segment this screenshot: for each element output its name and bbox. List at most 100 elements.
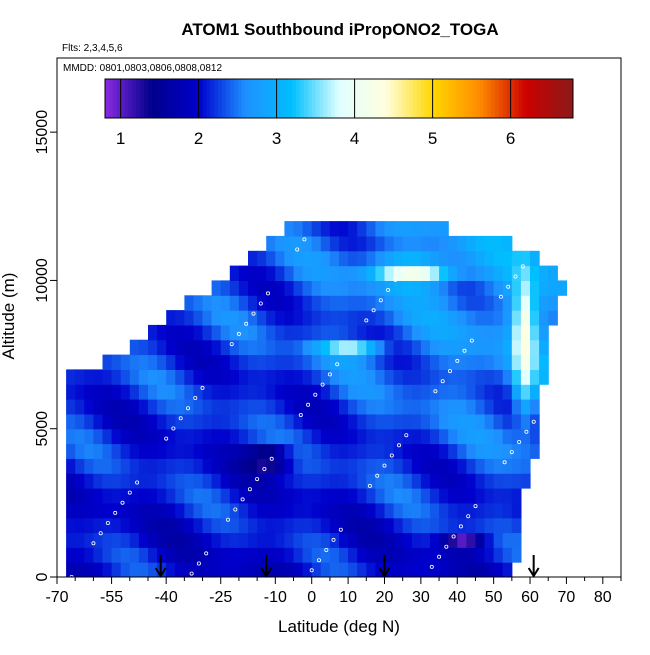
colorbar-tick-label: 1	[116, 129, 125, 148]
heatmap-cell	[138, 369, 149, 385]
y-tick-label: 10000	[34, 258, 51, 303]
heatmap-cell	[384, 443, 395, 459]
heatmap-cell	[484, 502, 495, 519]
heatmap-cell	[348, 488, 358, 504]
heatmap-cell	[420, 488, 431, 504]
colorbar-segment	[225, 79, 231, 118]
heatmap-cell	[166, 547, 176, 563]
heatmap-cell	[393, 428, 404, 445]
colorbar-segment	[534, 79, 539, 118]
heatmap-cell	[320, 562, 331, 577]
heatmap-cell	[530, 295, 540, 311]
heatmap-cell	[393, 221, 404, 237]
heatmap-cell	[475, 458, 486, 474]
x-tick-label: 70	[558, 589, 576, 606]
heatmap-cell	[430, 235, 440, 252]
heatmap-cell	[175, 310, 185, 326]
heatmap-cell	[166, 324, 176, 341]
heatmap-cell	[402, 295, 413, 311]
sample-point	[251, 311, 256, 316]
arrow-head	[527, 567, 540, 578]
heatmap-cell	[502, 265, 513, 281]
heatmap-cell	[484, 265, 495, 281]
heatmap-cell	[457, 413, 467, 430]
heatmap-cell	[257, 443, 267, 459]
heatmap-cell	[257, 428, 267, 445]
heatmap-cell	[157, 532, 167, 548]
heatmap-cell	[366, 235, 376, 252]
sample-point	[240, 497, 245, 502]
heatmap-cell	[275, 369, 285, 385]
heatmap-cell	[238, 502, 249, 519]
heatmap-cell	[375, 443, 386, 459]
heatmap-cell	[93, 562, 104, 577]
heatmap-cell	[393, 235, 404, 252]
heatmap-cell	[175, 473, 185, 489]
heatmap-cell	[329, 265, 340, 281]
heatmap-cell	[284, 473, 295, 489]
heatmap-cell	[120, 502, 131, 519]
heatmap-cell	[120, 399, 131, 415]
heatmap-cell	[411, 443, 422, 459]
heatmap-cell	[466, 339, 477, 356]
heatmap-cell	[393, 562, 404, 577]
heatmap-cell	[484, 235, 495, 252]
heatmap-cell	[329, 339, 340, 356]
heatmap-cell	[511, 547, 522, 563]
heatmap-cell	[138, 339, 149, 356]
heatmap-cell	[457, 280, 467, 296]
heatmap-cell	[511, 473, 522, 489]
heatmap-cell	[502, 532, 513, 548]
heatmap-cell	[384, 473, 395, 489]
sample-point	[371, 308, 376, 313]
heatmap-cell	[493, 310, 504, 326]
heatmap-cell	[266, 502, 276, 519]
heatmap-cell	[375, 280, 386, 296]
heatmap-cell	[439, 532, 449, 548]
colorbar-segment	[167, 79, 172, 118]
heatmap-cell	[384, 369, 395, 385]
x-tick-label: 10	[339, 589, 357, 606]
heatmap-cell	[448, 235, 458, 252]
heatmap-cell	[448, 250, 458, 267]
heatmap-cell	[402, 339, 413, 356]
heatmap-cell	[311, 443, 322, 459]
sample-point	[437, 554, 442, 559]
heatmap-cell	[193, 295, 204, 311]
heatmap-cell	[357, 413, 367, 430]
heatmap-cell	[448, 413, 458, 430]
heatmap-cell	[229, 324, 240, 341]
plot-frame	[56, 57, 622, 578]
heatmap-cell	[484, 399, 495, 415]
heatmap-cell	[448, 384, 458, 400]
heatmap-cell	[111, 562, 122, 577]
heatmap-cell	[339, 339, 349, 356]
heatmap-cell	[129, 502, 140, 519]
heatmap-cell	[293, 339, 304, 356]
heatmap-cell	[229, 295, 240, 311]
colorbar-tick-label: 5	[428, 129, 437, 148]
heatmap-cell	[75, 458, 85, 474]
heatmap-cell	[202, 310, 213, 326]
heatmap-cell	[384, 428, 395, 445]
heatmap-cell	[348, 339, 358, 356]
heatmap-cell	[275, 473, 285, 489]
heatmap-cell	[548, 310, 558, 326]
colorbar-segment	[346, 79, 352, 118]
sample-point	[513, 274, 518, 279]
heatmap-cell	[184, 488, 195, 504]
heatmap-cell	[220, 562, 231, 577]
colorbar-segment	[112, 79, 118, 118]
heatmap-cell	[266, 473, 276, 489]
heatmap-cell	[420, 473, 431, 489]
heatmap-cell	[275, 280, 285, 296]
heatmap-cell	[257, 458, 267, 474]
heatmap-cell	[366, 562, 376, 577]
heatmap-cell	[457, 428, 467, 445]
heatmap-cell	[348, 517, 358, 534]
heatmap-cell	[157, 354, 167, 370]
heatmap-cell	[238, 354, 249, 370]
heatmap-cell	[84, 428, 94, 445]
heatmap-cell	[311, 399, 322, 415]
sample-point	[378, 298, 383, 303]
